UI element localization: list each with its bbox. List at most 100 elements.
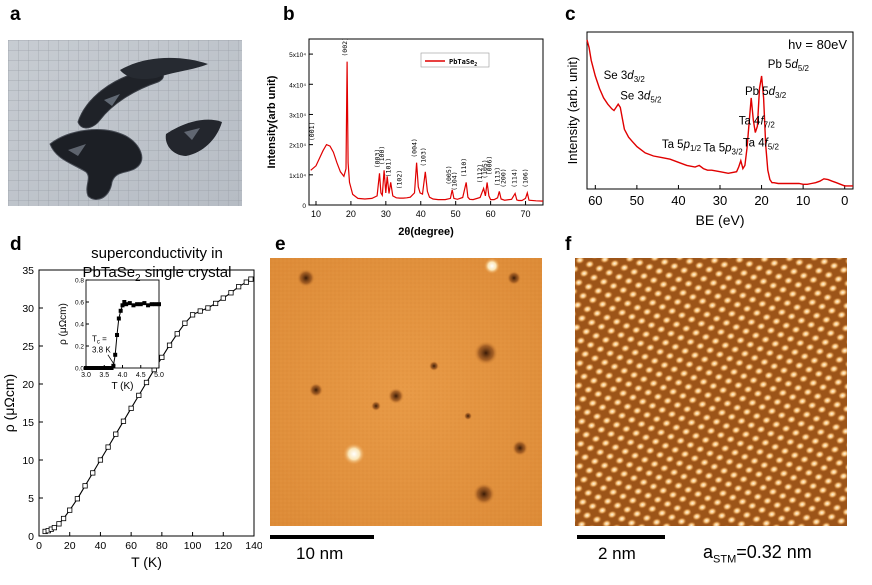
crystal-flake-2 — [120, 57, 208, 80]
pes-peak-label: Ta 5p3/2 — [703, 142, 743, 156]
xrd-peak-label: (102) — [396, 170, 404, 190]
inset-y-tick-label: 0.8 — [75, 278, 84, 285]
rho-y-axis-label: ρ (μΩcm) — [1, 374, 17, 432]
inset-data-point — [109, 366, 114, 370]
pes-x-tick-label: 0 — [841, 193, 848, 208]
rho-x-tick-label: 0 — [36, 540, 42, 552]
stm-image-atomic — [575, 258, 847, 526]
rho-x-tick-label: 120 — [215, 540, 233, 552]
stm-image-large — [270, 258, 542, 526]
pes-y-axis-label: Intensity (arb. unit) — [565, 57, 580, 165]
pes-peak-label: Se 3d5/2 — [620, 91, 662, 105]
panel-label-b: b — [283, 4, 295, 25]
rho-data-point — [205, 305, 211, 311]
stm-defects — [297, 258, 528, 505]
xrd-x-axis-label: 2θ(degree) — [398, 226, 454, 238]
xrd-chart: 10 20 30 40 50 60 70 0 1x10⁴ 2x10⁴ 3x10⁴ 4x10⁴ 5x10⁴… — [262, 25, 552, 247]
rho-y-tick-label: 35 — [22, 265, 34, 277]
rho-y-tick-label: 30 — [22, 303, 34, 315]
inset-data-point — [113, 352, 118, 357]
xrd-peak-label: (113) — [493, 167, 501, 187]
inset-data-point — [157, 302, 161, 307]
pes-x-tick-label: 50 — [630, 193, 644, 208]
inset-y-tick-label: 0.4 — [75, 322, 84, 329]
rho-data-point — [220, 295, 226, 301]
rho-y-tick-label: 5 — [28, 493, 34, 505]
scale-bar-f-label: 2 nm — [598, 544, 636, 563]
xrd-x-tick-label: 70 — [521, 209, 531, 219]
xrd-y-tick-label: 0 — [302, 203, 306, 210]
panel-label-e: e — [275, 234, 286, 255]
lattice-constant-label: aSTM=0.32 nm — [703, 542, 812, 566]
rho-data-point — [56, 521, 62, 527]
inset-data-point — [115, 333, 120, 337]
pes-series-line — [586, 39, 853, 187]
rho-x-tick-label: 100 — [184, 540, 202, 552]
pes-axes-frame — [586, 31, 854, 190]
rho-data-point — [51, 525, 57, 531]
rho-data-point — [136, 392, 142, 398]
inset-axes-frame — [85, 279, 160, 369]
xrd-peak-label: (112) — [476, 164, 484, 184]
xrd-x-tick-label: 10 — [311, 209, 321, 219]
resistivity-title: superconductivity in PbTaSe2 single crys… — [62, 244, 252, 288]
rho-data-point — [74, 496, 80, 502]
panel-label-d: d — [10, 234, 22, 255]
photon-energy-label: hν = 80eV — [788, 37, 847, 52]
rho-x-tick-label: 60 — [125, 540, 137, 552]
rho-data-point — [113, 431, 119, 437]
xrd-peak-label: (106) — [521, 168, 529, 188]
rho-data-point — [143, 379, 150, 386]
rho-y-tick-label: 20 — [22, 379, 34, 391]
rho-x-tick-label: 20 — [64, 540, 76, 552]
inset-data-point — [120, 303, 125, 308]
scale-bar-e-label: 10 nm — [296, 544, 344, 563]
xrd-peak-label: (003) — [374, 149, 382, 169]
inset-data-point — [98, 366, 103, 370]
inset-y-tick-label: 0.0 — [75, 366, 84, 373]
rho-data-point — [189, 312, 196, 318]
crystal-flake-1 — [77, 69, 164, 129]
rho-data-point — [228, 290, 234, 296]
inset-data-point — [105, 366, 110, 370]
inset-y-axis-label: ρ (μΩcm) — [58, 303, 69, 345]
scale-bar-f — [577, 535, 665, 539]
rho-x-tick-label: 40 — [95, 540, 107, 552]
resistivity-chart: superconductivity in PbTaSe2 single crys… — [0, 236, 263, 580]
pes-peak-label: Se 3d3/2 — [604, 70, 646, 84]
rho-data-point — [213, 300, 219, 307]
tc-value: 3.8 K — [92, 346, 111, 355]
inset-data-point — [124, 302, 129, 307]
pes-peak-label: Ta 4f7/2 — [739, 116, 776, 130]
rho-data-point — [60, 515, 67, 522]
crystal-flake-3 — [49, 129, 143, 200]
rho-data-point — [90, 470, 96, 476]
rho-data-point — [97, 457, 104, 463]
inset-x-tick-label: 3.0 — [81, 372, 91, 379]
inset-data-point — [138, 302, 143, 307]
xrd-peak-label: (005) — [445, 165, 453, 185]
pes-x-tick-label: 40 — [671, 193, 685, 208]
xrd-y-tick-label: 4x10⁴ — [289, 82, 306, 89]
rho-data-point — [243, 279, 249, 285]
xrd-x-tick-label: 60 — [486, 209, 496, 219]
inset-data-point — [111, 363, 116, 368]
panel-label-f: f — [565, 234, 572, 255]
xrd-peak-label: (200) — [500, 168, 508, 188]
xrd-peak-label: (002) — [341, 37, 349, 57]
xrd-x-tick-label: 20 — [346, 209, 356, 219]
xrd-peak-label: (006) — [486, 156, 494, 176]
inset-y-tick-label: 0.2 — [75, 344, 84, 351]
inset-x-tick-label: 5.0 — [154, 372, 164, 379]
panel-label-a: a — [10, 4, 21, 25]
pes-peak-label: Pb 5d5/2 — [768, 59, 810, 73]
xrd-y-tick-label: 1x10⁴ — [289, 173, 306, 180]
pes-peak-label: Ta 4f5/2 — [743, 138, 780, 152]
inset-x-tick-label: 3.5 — [99, 372, 109, 379]
photoemission-chart: 60 50 40 30 20 10 0 BE (eV) Intensity (arb. unit… — [560, 25, 865, 237]
xrd-series-line — [310, 61, 544, 202]
xrd-peak-label: (114) — [510, 168, 518, 188]
xrd-peak-label: (110) — [460, 158, 468, 178]
pes-x-tick-label: 60 — [588, 193, 602, 208]
scale-bar-e — [270, 535, 374, 539]
